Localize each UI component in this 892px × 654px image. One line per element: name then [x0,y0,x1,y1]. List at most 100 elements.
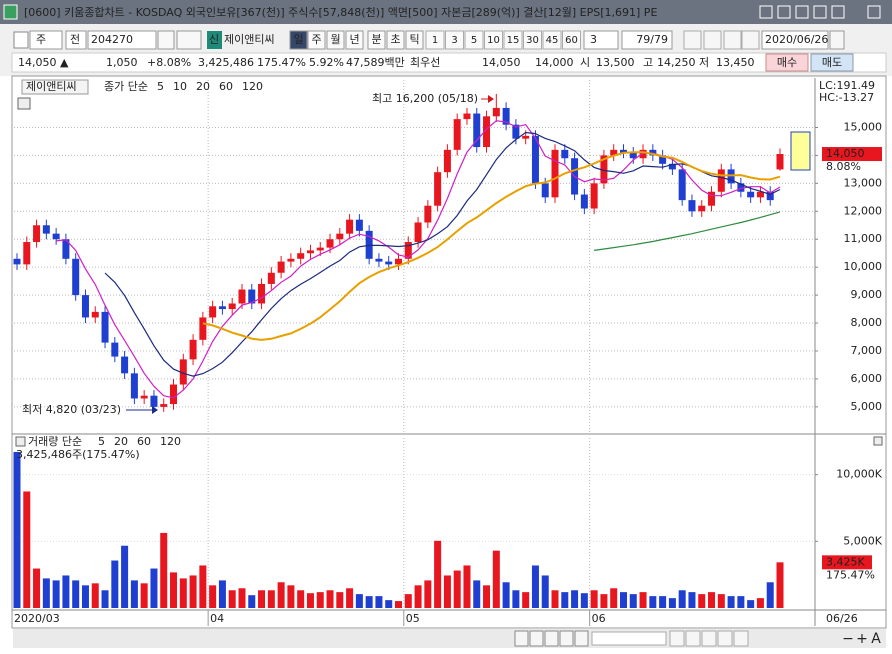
scroll-tool[interactable] [669,630,685,647]
candle-body [130,373,138,399]
volume-bar [483,585,491,608]
volume-bar [600,594,608,608]
minute-button[interactable]: 10 [487,35,500,46]
scroll-button[interactable] [559,630,574,647]
calendar-button[interactable] [829,30,845,50]
quote-amount: 47,589백만 [346,56,405,69]
tool-button[interactable] [723,30,742,50]
stock-code[interactable]: 204270 [91,33,133,46]
scroll-tool[interactable] [701,630,717,647]
period-button-bg[interactable] [367,30,386,50]
date-box[interactable] [761,30,829,50]
volume-bar [121,545,129,608]
count[interactable]: 3 [590,33,597,46]
close-button[interactable] [867,5,881,19]
candle-body [424,205,432,223]
period-button[interactable]: 일 [293,32,303,46]
scroll-tool[interactable] [717,630,733,647]
minute-button-bg[interactable] [445,30,464,50]
tool-button[interactable] [683,30,702,50]
quote-low: 13,450 [716,56,755,69]
candle-body [91,311,99,318]
toolbar-icon[interactable] [13,31,29,49]
buy-button-label[interactable]: 매수 [777,56,797,69]
volume-bar [756,598,764,608]
scroll-track[interactable] [591,631,667,646]
scroll-tool[interactable] [685,630,701,647]
volume-bar [414,585,422,608]
panel-close[interactable] [873,436,883,446]
period-button-bg[interactable] [289,30,308,50]
period-button[interactable]: 주 [311,33,321,46]
volume-bar [258,590,266,608]
zoom-button[interactable]: A [871,631,881,647]
scroll-tool[interactable] [733,630,749,647]
volume-bar [522,592,530,608]
minute-button[interactable]: 3 [451,35,457,46]
minute-button[interactable]: 1 [432,35,438,46]
period-button[interactable]: 분 [371,33,381,46]
tool-button[interactable] [703,30,722,50]
zoom-button[interactable]: − [842,631,854,647]
pin-button[interactable] [795,5,809,19]
search-button[interactable] [157,30,175,50]
candle-body [277,261,285,273]
zoom-button[interactable]: + [856,631,868,647]
minute-button-bg[interactable] [503,30,523,50]
scroll-button[interactable] [529,630,544,647]
volume-bar [346,588,354,608]
minute-button-bg[interactable] [464,30,484,50]
minute-button-bg[interactable] [425,30,445,50]
new-badge[interactable]: 신 [209,33,219,46]
sell-button[interactable] [810,53,854,72]
minute-button-bg[interactable] [562,30,581,50]
period-button-bg[interactable] [307,30,326,50]
sound-button[interactable] [176,30,202,50]
minute-button[interactable]: 5 [471,35,477,46]
market[interactable]: 전 [70,33,80,46]
period-button-bg[interactable] [386,30,405,50]
restore-button[interactable] [777,5,791,19]
minimize-button[interactable] [759,5,773,19]
minute-button-bg[interactable] [523,30,542,50]
minute-button-bg[interactable] [484,30,503,50]
period-button-bg[interactable] [345,30,364,50]
scroll-button[interactable] [544,630,559,647]
buy-button[interactable] [765,53,809,72]
period-type[interactable]: 주 [36,33,46,46]
minute-button[interactable]: 45 [546,35,559,46]
window-menu-button[interactable] [831,5,845,19]
candle-body [766,191,774,201]
period-type-box[interactable] [29,30,63,50]
period-button[interactable]: 월 [330,33,340,46]
tool-button[interactable] [741,30,760,50]
volume-bar [297,590,305,608]
scroll-button[interactable] [514,630,529,647]
legend-entry: 60 [219,80,233,93]
period-button[interactable]: 초 [390,33,400,46]
code-box[interactable] [87,30,157,50]
candle-body [160,404,168,407]
market-box[interactable] [65,30,87,50]
minute-button[interactable]: 30 [526,35,539,46]
period-button[interactable]: 년 [349,33,359,46]
last-change-label: 8.08% [826,160,861,173]
period-button-bg[interactable] [326,30,345,50]
minute-button-bg[interactable] [542,30,562,50]
minute-button[interactable]: 15 [507,35,520,46]
count-box[interactable] [583,30,619,50]
date[interactable]: 2020/06/26 [765,33,828,46]
volume-bar [365,596,373,608]
volume-bar [571,590,579,608]
period-button[interactable]: 틱 [409,33,419,46]
scroll-button[interactable] [574,630,589,647]
help-button[interactable] [813,5,827,19]
volume-bar [776,562,784,608]
volume-bar [698,594,706,608]
minute-button[interactable]: 60 [565,35,578,46]
candle-body [209,306,217,318]
quote-turnover-pct: 5.92% [309,56,344,69]
volume-bar [209,585,217,608]
period-button-bg[interactable] [405,30,424,50]
sell-button-label[interactable]: 매도 [822,56,842,69]
